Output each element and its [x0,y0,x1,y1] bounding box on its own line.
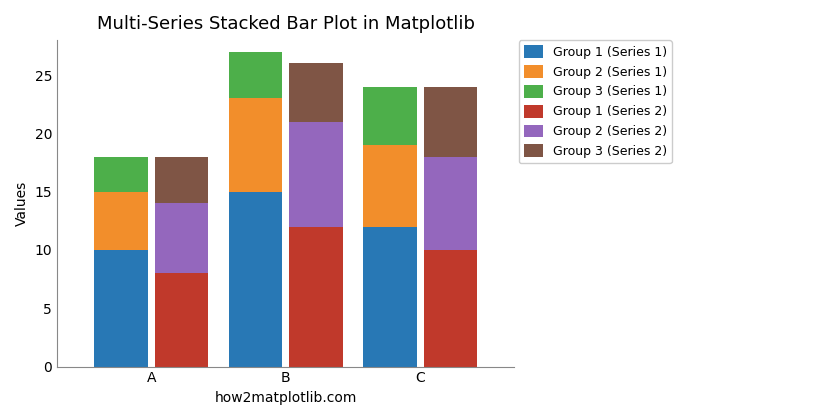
Bar [228,52,282,98]
Bar [363,227,417,367]
Bar [363,87,417,145]
Title: Multi-Series Stacked Bar Plot in Matplotlib: Multi-Series Stacked Bar Plot in Matplot… [97,15,475,33]
Bar [94,157,148,192]
Bar [228,192,282,367]
Bar [155,203,208,273]
Bar [289,63,343,122]
Bar [94,192,148,250]
Bar [363,145,417,227]
Bar [155,273,208,367]
Bar [94,250,148,367]
Bar [423,157,477,250]
Bar [289,122,343,227]
Bar [423,87,477,157]
Bar [155,157,208,203]
Bar [289,227,343,367]
Y-axis label: Values: Values [15,181,29,226]
X-axis label: how2matplotlib.com: how2matplotlib.com [214,391,357,405]
Bar [228,98,282,192]
Legend: Group 1 (Series 1), Group 2 (Series 1), Group 3 (Series 1), Group 1 (Series 2), : Group 1 (Series 1), Group 2 (Series 1), … [519,40,672,163]
Bar [423,250,477,367]
